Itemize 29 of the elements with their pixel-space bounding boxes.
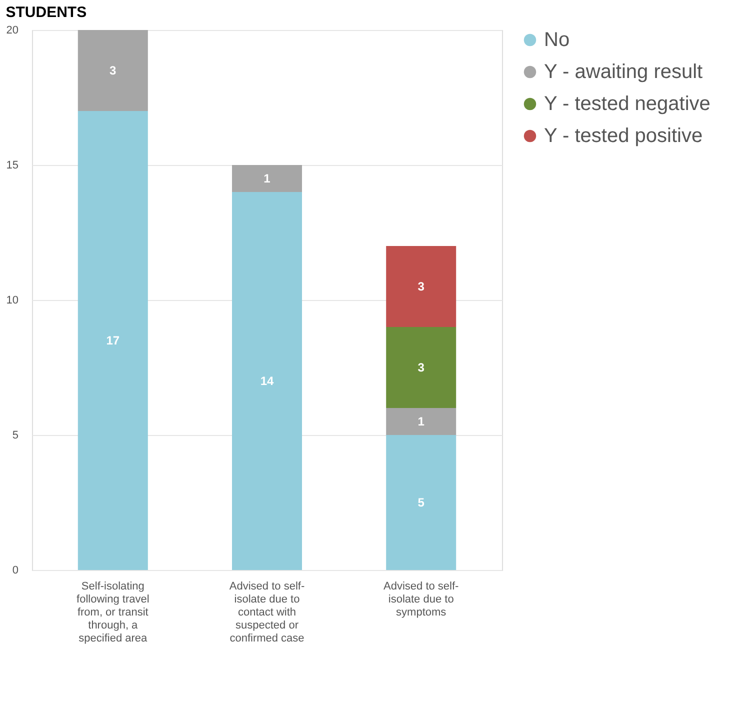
x-tick-label: Advised to self-isolate due to symptoms: [383, 580, 460, 618]
data-label: 3: [418, 280, 425, 294]
y-tick-label: 15: [6, 160, 18, 172]
bar: [386, 435, 456, 570]
legend-label: Y - awaiting result: [544, 61, 704, 83]
bar: [78, 111, 148, 570]
data-label: 3: [110, 64, 117, 78]
bar: [386, 408, 456, 435]
data-label: 3: [418, 360, 425, 374]
y-tick-label: 10: [6, 294, 18, 306]
chart-title: STUDENTS: [6, 4, 87, 21]
bar: [78, 30, 148, 111]
data-label: 14: [260, 374, 274, 388]
legend-label: Y - tested positive: [544, 125, 703, 147]
data-label: 17: [106, 334, 120, 348]
data-label: 1: [264, 172, 271, 186]
x-tick-label: Self-isolating following travel from, or transit through, a specified area: [76, 580, 150, 644]
data-label: 5: [418, 496, 425, 510]
y-tick-label: 20: [6, 24, 18, 36]
y-tick-label: 5: [12, 430, 18, 442]
y-tick-label: 0: [12, 564, 18, 576]
data-label: 1: [418, 414, 425, 428]
x-tick-label: Advised to self-isolate due to contact with suspected or confirmed case: [229, 580, 305, 644]
bar: [386, 327, 456, 408]
bar: [232, 192, 302, 570]
legend-label: Y - tested negative: [544, 93, 710, 115]
legend-label: No: [544, 29, 570, 51]
bar: [386, 246, 456, 327]
bar: [232, 165, 302, 192]
